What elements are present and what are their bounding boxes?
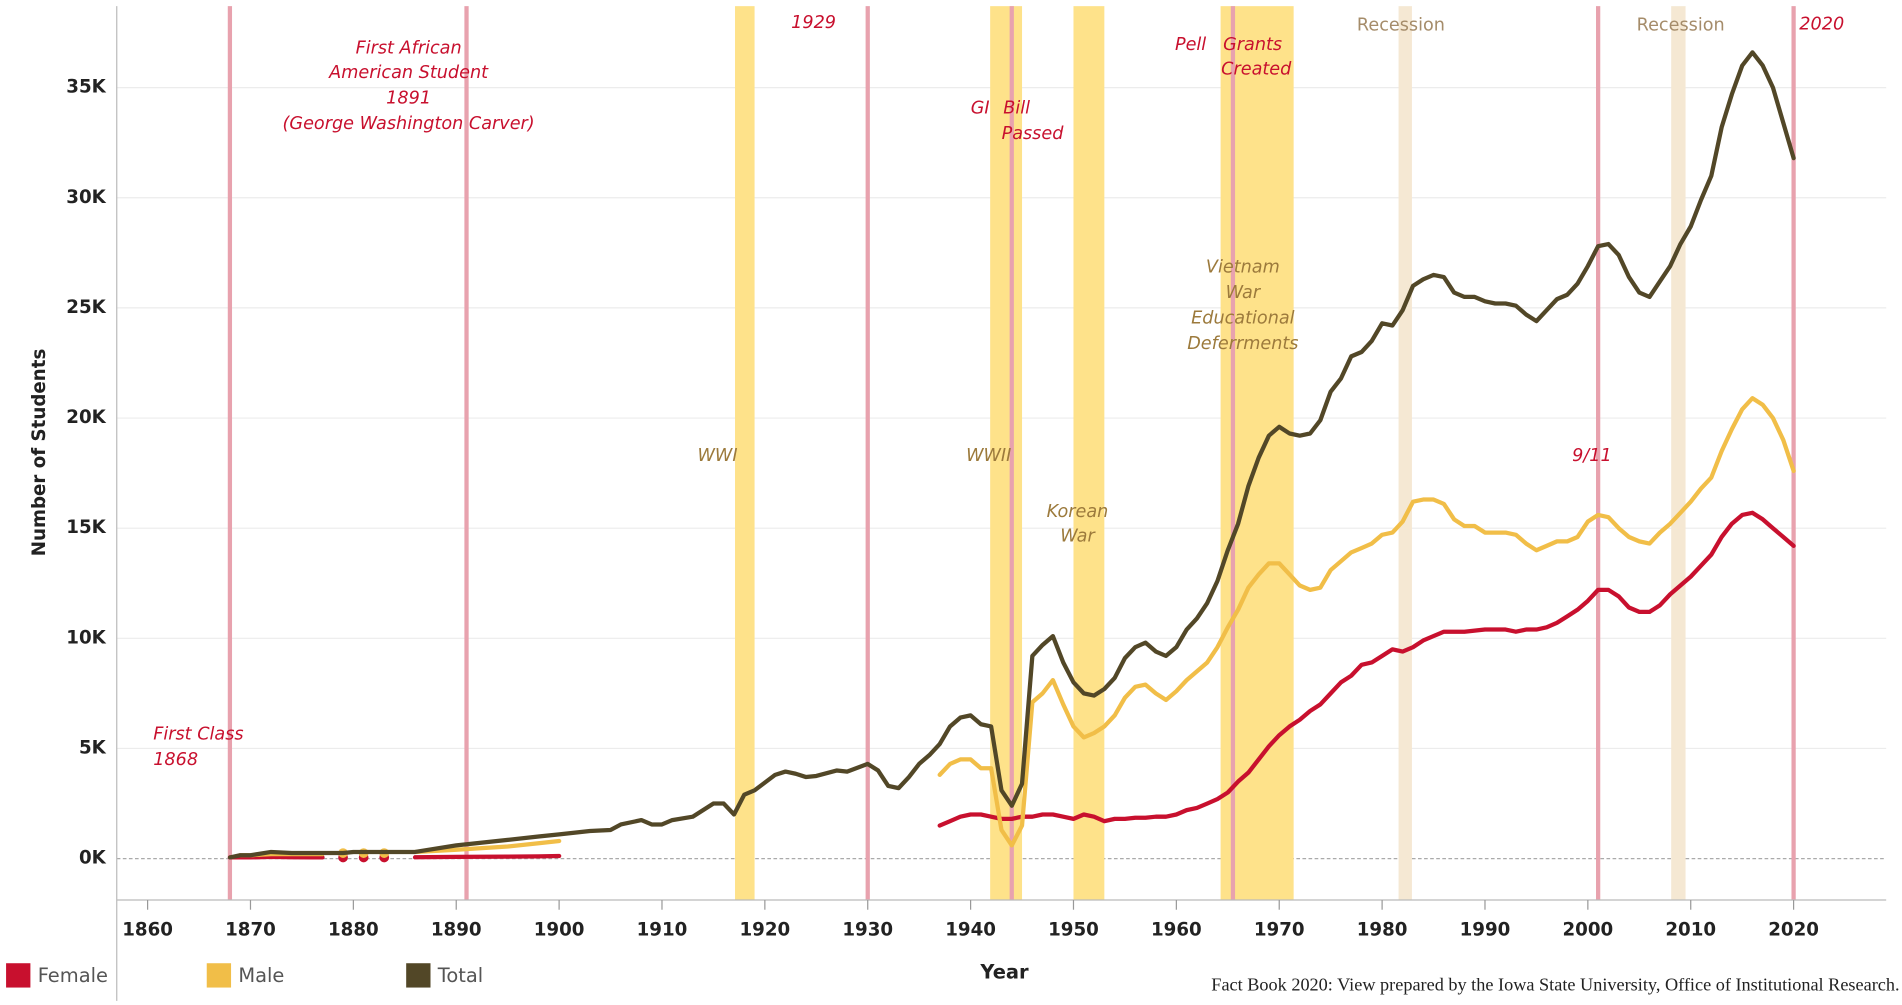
legend-label: Male (238, 964, 284, 987)
annotation: WWII (966, 446, 1011, 466)
series-line (227, 50, 1796, 860)
legend-swatch (406, 963, 431, 988)
x-tick-label: 1950 (1048, 919, 1099, 940)
annotation: Recession (1357, 16, 1445, 36)
x-tick-label: 1940 (945, 919, 996, 940)
series-line (937, 510, 1796, 828)
annotation: Pell (1175, 35, 1206, 55)
x-tick-label: 1890 (431, 919, 482, 940)
y-tick-label: 30K (66, 187, 106, 208)
y-tick-label: 25K (66, 297, 106, 318)
x-axis-title: Year (979, 960, 1029, 983)
x-tick-label: 2010 (1665, 919, 1716, 940)
annotation: WWI (697, 446, 737, 466)
legend-label: Female (38, 964, 108, 987)
y-tick-label: 5K (79, 737, 107, 758)
annotation: War (1060, 526, 1096, 546)
x-tick-label: 1870 (225, 919, 276, 940)
y-tick-label: 20K (66, 407, 106, 428)
x-tick-label: 1880 (328, 919, 379, 940)
annotation: 9/11 (1572, 446, 1612, 466)
y-tick-label: 35K (66, 77, 106, 98)
annotation: 1868 (153, 750, 198, 770)
x-tick-label: 1970 (1254, 919, 1305, 940)
y-axis-title: Number of Students (29, 349, 50, 557)
legend-label: Total (437, 964, 483, 987)
annotation: First African (356, 39, 462, 59)
footer: Fact Book 2020: View prepared by the Iow… (1211, 975, 1899, 995)
legend-swatch (206, 963, 232, 988)
series-line (227, 854, 325, 860)
series-line (937, 396, 1796, 848)
x-tick-label: 1990 (1460, 919, 1511, 940)
event-band (1073, 6, 1105, 900)
series-line (412, 838, 562, 855)
x-tick-label: 1920 (739, 919, 790, 940)
event-band (735, 6, 755, 900)
annotation: Deferrments (1187, 334, 1298, 354)
annotation: Korean (1047, 502, 1109, 522)
annotation: Educational (1191, 309, 1295, 329)
x-tick-label: 2000 (1562, 919, 1613, 940)
annotation: First Class (153, 725, 243, 745)
annotation: Recession (1637, 16, 1725, 36)
x-tick-label: 1910 (637, 919, 688, 940)
annotation: 1891 (386, 89, 431, 109)
annotation: Created (1221, 59, 1292, 79)
annotation: GI (971, 98, 990, 118)
y-tick-label: 10K (66, 627, 106, 648)
x-tick-label: 1930 (842, 919, 893, 940)
event-band (1671, 6, 1686, 900)
annotation: Vietnam (1206, 258, 1280, 278)
annotation: War (1226, 283, 1262, 303)
annotation: (George Washington Carver) (283, 114, 535, 134)
annotation: Bill (1003, 98, 1030, 118)
annotation: 2020 (1799, 14, 1844, 34)
x-tick-label: 1980 (1357, 919, 1408, 940)
x-tick-label: 1900 (534, 919, 585, 940)
y-tick-label: 0K (79, 848, 107, 869)
annotation: Passed (1002, 124, 1065, 144)
annotation: American Student (328, 63, 489, 83)
annotation: Grants (1223, 35, 1282, 55)
legend-swatch (6, 963, 31, 988)
annotation: 1929 (791, 13, 836, 33)
series-line (412, 853, 562, 860)
x-tick-label: 1960 (1151, 919, 1202, 940)
event-band (1398, 6, 1412, 900)
y-tick-label: 15K (66, 517, 106, 538)
x-tick-label: 1860 (122, 919, 173, 940)
x-tick-label: 2020 (1768, 919, 1819, 940)
